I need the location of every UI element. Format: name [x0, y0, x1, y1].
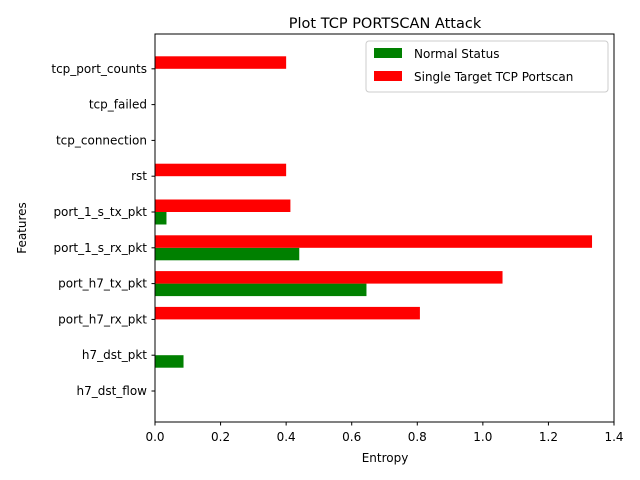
legend-label-single-target-tcp-portscan: Single Target TCP Portscan: [414, 70, 573, 84]
y-tick-label-port-h7-tx-pkt: port_h7_tx_pkt: [58, 277, 147, 291]
x-tick-label: 1.4: [604, 430, 623, 444]
bar-normal-status-h7-dst-pkt: [155, 355, 184, 368]
x-tick-label: 0.6: [342, 430, 361, 444]
x-tick-label: 0.8: [408, 430, 427, 444]
x-axis-label: Entropy: [362, 451, 409, 465]
legend-swatch-single-target-tcp-portscan: [374, 71, 402, 81]
y-tick-label-rst: rst: [131, 169, 147, 183]
legend: Normal Status Single Target TCP Portscan: [365, 40, 609, 93]
legend-swatch-normal-status: [374, 48, 402, 58]
y-tick-label-port-1-s-rx-pkt: port_1_s_rx_pkt: [54, 241, 148, 255]
bar-single-target-tcp-portscan-rst: [155, 163, 287, 177]
x-tick-label: 0.2: [211, 430, 230, 444]
legend-frame: [365, 40, 609, 93]
x-tick-label: 0.4: [277, 430, 296, 444]
bar-normal-status-port-1-s-tx-pkt: [155, 212, 167, 225]
bar-normal-status-port-1-s-rx-pkt: [155, 247, 300, 261]
x-axis-ticks: 0.0 0.2 0.4 0.6 0.8 1.0 1.2 1.4: [145, 422, 624, 444]
y-axis-ticks: h7_dst_flow h7_dst_pkt port_h7_rx_pkt port_…: [51, 62, 155, 398]
y-tick-label-port-h7-rx-pkt: port_h7_rx_pkt: [58, 312, 147, 326]
x-tick-label: 0.0: [145, 430, 164, 444]
y-tick-label-port-1-s-tx-pkt: port_1_s_tx_pkt: [53, 205, 147, 219]
y-axis-label: Features: [15, 202, 29, 254]
bar-single-target-tcp-portscan-port-h7-tx-pkt: [155, 271, 503, 284]
bars-group: [155, 56, 593, 368]
legend-label-normal-status: Normal Status: [414, 47, 499, 61]
bar-single-target-tcp-portscan-port-1-s-tx-pkt: [155, 199, 291, 212]
y-tick-label-tcp-failed: tcp_failed: [89, 98, 147, 112]
x-tick-label: 1.0: [473, 430, 492, 444]
y-tick-label-tcp-connection: tcp_connection: [56, 133, 147, 147]
chart-title: Plot TCP PORTSCAN Attack: [289, 16, 482, 32]
x-tick-label: 1.2: [539, 430, 558, 444]
bar-normal-status-port-h7-tx-pkt: [155, 283, 367, 297]
bar-single-target-tcp-portscan-tcp-port-counts: [155, 56, 287, 69]
y-tick-label-h7-dst-pkt: h7_dst_pkt: [82, 348, 147, 362]
bar-single-target-tcp-portscan-port-1-s-rx-pkt: [155, 235, 593, 248]
bar-single-target-tcp-portscan-port-h7-rx-pkt: [155, 306, 420, 320]
y-tick-label-tcp-port-counts: tcp_port_counts: [51, 62, 147, 76]
y-tick-label-h7-dst-flow: h7_dst_flow: [76, 384, 147, 398]
plot-area-frame: [154, 33, 615, 423]
